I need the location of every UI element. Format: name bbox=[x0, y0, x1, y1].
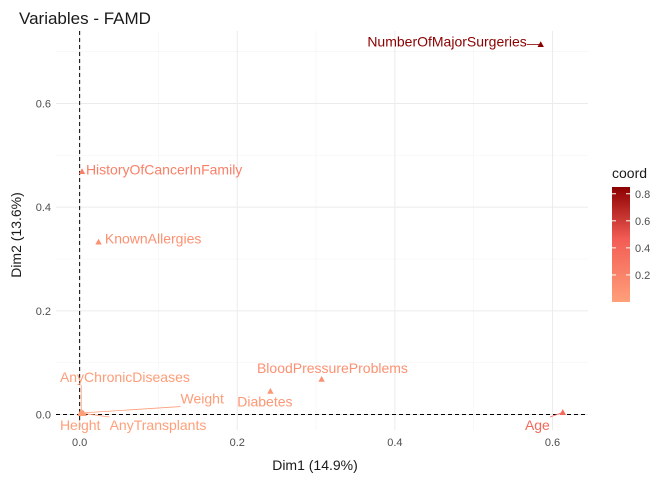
point-labels: NumberOfMajorSurgeries HistoryOfCancerInF… bbox=[60, 34, 550, 433]
color-legend: coord 0.2 0.4 0.6 0.8 bbox=[612, 165, 650, 302]
point-history-of-cancer-in-family bbox=[78, 168, 86, 174]
label-height: Height bbox=[60, 417, 101, 433]
plot-grid bbox=[56, 31, 588, 430]
x-tick-label: 0.6 bbox=[545, 437, 560, 449]
x-axis-title: Dim1 (14.9%) bbox=[272, 457, 358, 473]
y-tick-label: 0.6 bbox=[36, 99, 51, 111]
legend-tick-label: 0.2 bbox=[635, 270, 650, 282]
reference-lines bbox=[56, 31, 588, 430]
connector-weight bbox=[82, 406, 181, 414]
label-age: Age bbox=[525, 417, 550, 433]
legend-tick-label: 0.6 bbox=[635, 216, 650, 228]
y-tick-label: 0.4 bbox=[36, 202, 51, 214]
point-diabetes bbox=[267, 387, 274, 394]
legend-tick-label: 0.8 bbox=[635, 189, 650, 201]
point-number-of-major-surgeries bbox=[537, 41, 544, 48]
label-blood-pressure-problems: BloodPressureProblems bbox=[257, 360, 408, 376]
y-axis-title: Dim2 (13.6%) bbox=[8, 192, 24, 278]
y-tick-label: 0.2 bbox=[36, 306, 51, 318]
label-known-allergies: KnownAllergies bbox=[105, 230, 202, 246]
x-tick-label: 0.0 bbox=[72, 437, 87, 449]
label-weight: Weight bbox=[181, 391, 224, 407]
x-tick-label: 0.2 bbox=[230, 437, 245, 449]
label-history-of-cancer-in-family: HistoryOfCancerInFamily bbox=[86, 162, 242, 178]
chart-title: Variables - FAMD bbox=[19, 9, 151, 28]
point-blood-pressure-problems bbox=[318, 376, 325, 382]
label-any-chronic-diseases: AnyChronicDiseases bbox=[60, 369, 190, 385]
point-known-allergies bbox=[95, 238, 102, 245]
legend-title: coord bbox=[612, 165, 647, 181]
x-axis-ticks: 0.0 0.2 0.4 0.6 bbox=[72, 437, 560, 449]
x-tick-label: 0.4 bbox=[387, 437, 402, 449]
label-any-transplants: AnyTransplants bbox=[110, 417, 207, 433]
point-age bbox=[559, 409, 566, 415]
label-number-of-major-surgeries: NumberOfMajorSurgeries bbox=[367, 34, 526, 50]
legend-tick-label: 0.4 bbox=[635, 243, 650, 255]
legend-colorbar bbox=[612, 187, 630, 302]
point-any-transplants bbox=[80, 410, 87, 416]
label-diabetes: Diabetes bbox=[237, 394, 292, 410]
y-axis-ticks: 0.0 0.2 0.4 0.6 bbox=[36, 99, 51, 422]
connector-any-transplants bbox=[83, 413, 110, 418]
label-connectors bbox=[80, 44, 563, 418]
legend-ticks: 0.2 0.4 0.6 0.8 bbox=[612, 189, 650, 282]
data-points bbox=[77, 41, 566, 416]
y-tick-label: 0.0 bbox=[36, 409, 51, 421]
